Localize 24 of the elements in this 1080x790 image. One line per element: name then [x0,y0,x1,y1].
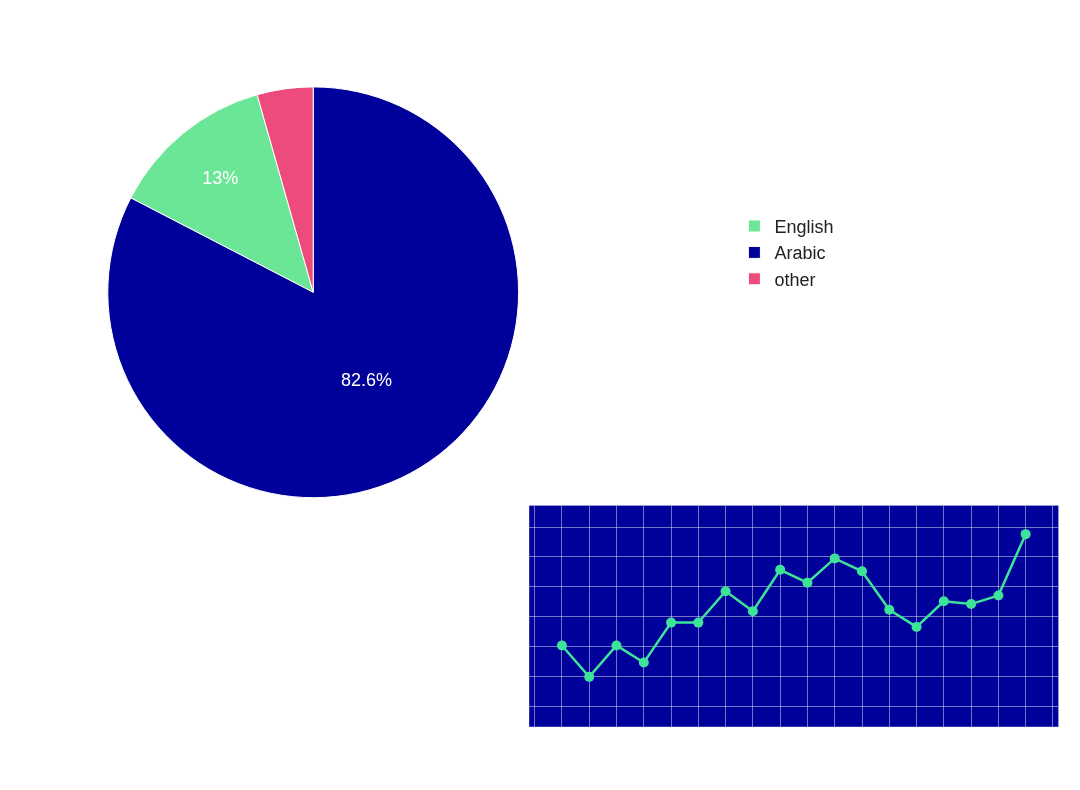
point [720,586,731,597]
legend-label: English [774,217,834,238]
point [556,640,567,651]
point [829,553,840,564]
point [911,621,922,632]
point [1020,529,1031,540]
point [966,599,977,610]
point [993,590,1004,601]
point [857,566,867,577]
data-label: 82.6% [341,370,393,391]
point [584,671,595,682]
point [938,596,949,607]
point [638,657,649,668]
point [747,606,758,617]
legend-label: other [774,269,816,290]
point [775,564,786,575]
legend-label: Arabic [774,243,826,264]
point [884,604,895,615]
point [611,640,622,651]
point [666,617,677,628]
point [802,577,813,588]
data-label: 13% [202,168,239,189]
point [693,617,704,628]
pie-slice [107,86,520,499]
